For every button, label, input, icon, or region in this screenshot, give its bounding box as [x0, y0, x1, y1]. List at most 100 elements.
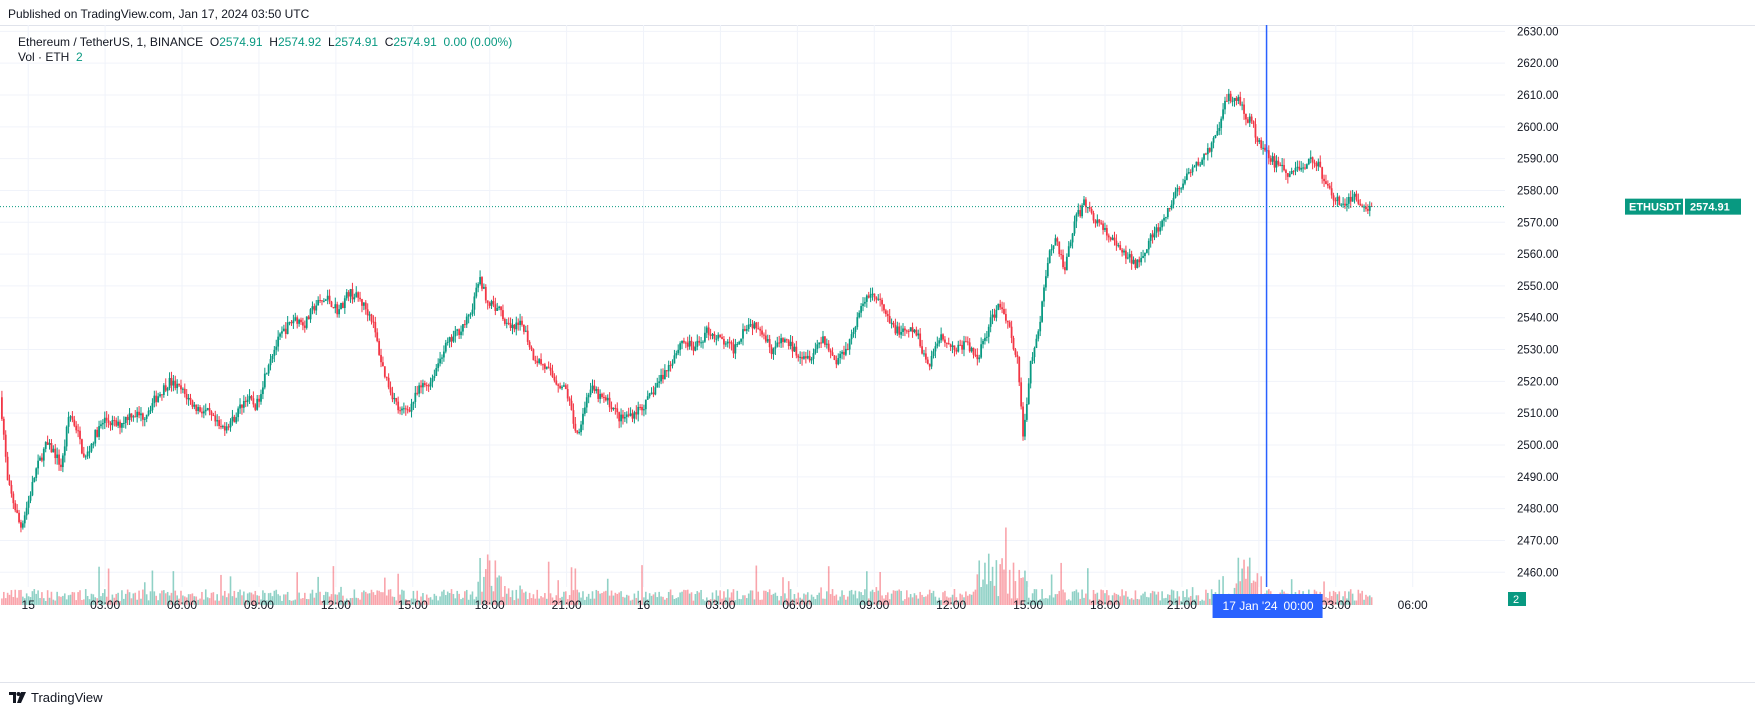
candle-body	[1347, 196, 1350, 204]
candle-body	[1081, 205, 1084, 217]
volume-bar	[378, 590, 380, 605]
volume-bar	[229, 576, 232, 605]
volume-bar	[1050, 574, 1053, 605]
candle-body	[467, 314, 470, 317]
candle-body	[972, 347, 975, 355]
candle-body	[1100, 222, 1103, 224]
candle-body	[475, 287, 478, 297]
candle-body	[766, 339, 769, 342]
volume-bar	[446, 591, 449, 605]
candle-body	[1178, 188, 1181, 190]
volume-bar	[1014, 581, 1017, 605]
volume-bar	[494, 560, 497, 605]
candle-body	[909, 327, 912, 332]
candle-body	[955, 349, 958, 352]
volume-bar	[119, 600, 121, 605]
volume-bar	[283, 594, 285, 605]
volume-bar	[1107, 595, 1110, 605]
volume-bar	[199, 598, 201, 605]
volume-bar	[1039, 599, 1041, 605]
candle-body	[16, 510, 19, 513]
volume-bar	[244, 599, 247, 605]
candle-body	[1102, 223, 1104, 230]
volume-bar	[90, 593, 93, 605]
candle-body	[1313, 162, 1316, 164]
candle-body	[477, 284, 480, 288]
tradingview-brand[interactable]: TradingView	[9, 690, 103, 705]
volume-bar	[376, 590, 379, 605]
candle-body	[711, 333, 714, 336]
volume-bar	[496, 577, 499, 605]
volume-bar	[614, 592, 617, 605]
candle-body	[673, 355, 676, 364]
candle-body	[359, 297, 361, 300]
volume-bar	[469, 594, 472, 605]
candle-body	[696, 340, 699, 347]
candle-body	[1319, 161, 1322, 168]
candle-body	[563, 385, 565, 387]
candle-body	[1138, 259, 1141, 263]
candle-body	[543, 364, 546, 369]
volume-bar	[1144, 591, 1146, 605]
candle-body	[561, 386, 563, 389]
y-tick-label-16: 2620.00	[1517, 58, 1559, 70]
volume-bar	[370, 589, 373, 605]
volume-bar	[1073, 591, 1076, 605]
volume-bar	[1115, 594, 1118, 605]
candle-body	[593, 385, 596, 391]
volume-bar	[1048, 595, 1051, 605]
candle-body	[938, 340, 941, 344]
volume-bar	[625, 594, 628, 605]
candle-body	[1225, 100, 1228, 102]
volume-bar	[690, 592, 693, 605]
volume-bar	[258, 595, 260, 605]
candle-body	[418, 385, 421, 394]
volume-bar	[1047, 598, 1049, 605]
candle-body	[884, 310, 887, 315]
candle-body	[1136, 259, 1139, 268]
candle-body	[755, 322, 758, 329]
candle-body	[355, 292, 358, 298]
volume-bar	[837, 600, 840, 605]
candle-body	[1340, 204, 1343, 206]
candle-body	[898, 326, 901, 335]
volume-bar	[665, 598, 668, 605]
candle-body	[753, 322, 756, 329]
volume-bar	[147, 600, 150, 605]
volume-bar	[814, 599, 817, 605]
candle-body	[867, 295, 870, 298]
candle-body	[831, 352, 834, 356]
volume-bar	[936, 600, 939, 605]
candle-body	[92, 443, 95, 445]
candle-body	[361, 299, 363, 306]
volume-bar	[867, 598, 870, 605]
candle-body	[526, 330, 529, 342]
volume-bar	[73, 592, 76, 605]
volume-bar	[483, 576, 485, 605]
candle-body	[50, 443, 53, 453]
volume-bar	[63, 593, 66, 605]
candle-body	[848, 339, 851, 350]
volume-bar	[774, 592, 777, 605]
price-chart[interactable]: 2460.00 2470.00 2480.00 2490.00 2500.00 2510.…	[0, 25, 1755, 681]
volume-bar	[974, 589, 977, 605]
candle-body	[877, 298, 880, 300]
volume-bar	[271, 596, 274, 605]
volume-bar	[1134, 590, 1137, 605]
volume-bar	[1003, 569, 1005, 605]
volume-bar	[145, 594, 148, 605]
volume-bar	[1062, 589, 1064, 605]
candle-body	[1012, 337, 1015, 350]
volume-bar	[545, 598, 548, 605]
candle-body	[715, 338, 718, 340]
volume-bar	[500, 576, 502, 605]
volume-bar	[380, 592, 382, 605]
candle-body	[317, 300, 320, 306]
candle-body	[812, 353, 815, 359]
candle-body	[1224, 100, 1226, 110]
volume-bar	[862, 595, 864, 605]
volume-bar	[829, 594, 832, 605]
candle-body	[669, 365, 672, 367]
candle-body	[1317, 161, 1320, 167]
volume-bar	[1008, 569, 1011, 605]
